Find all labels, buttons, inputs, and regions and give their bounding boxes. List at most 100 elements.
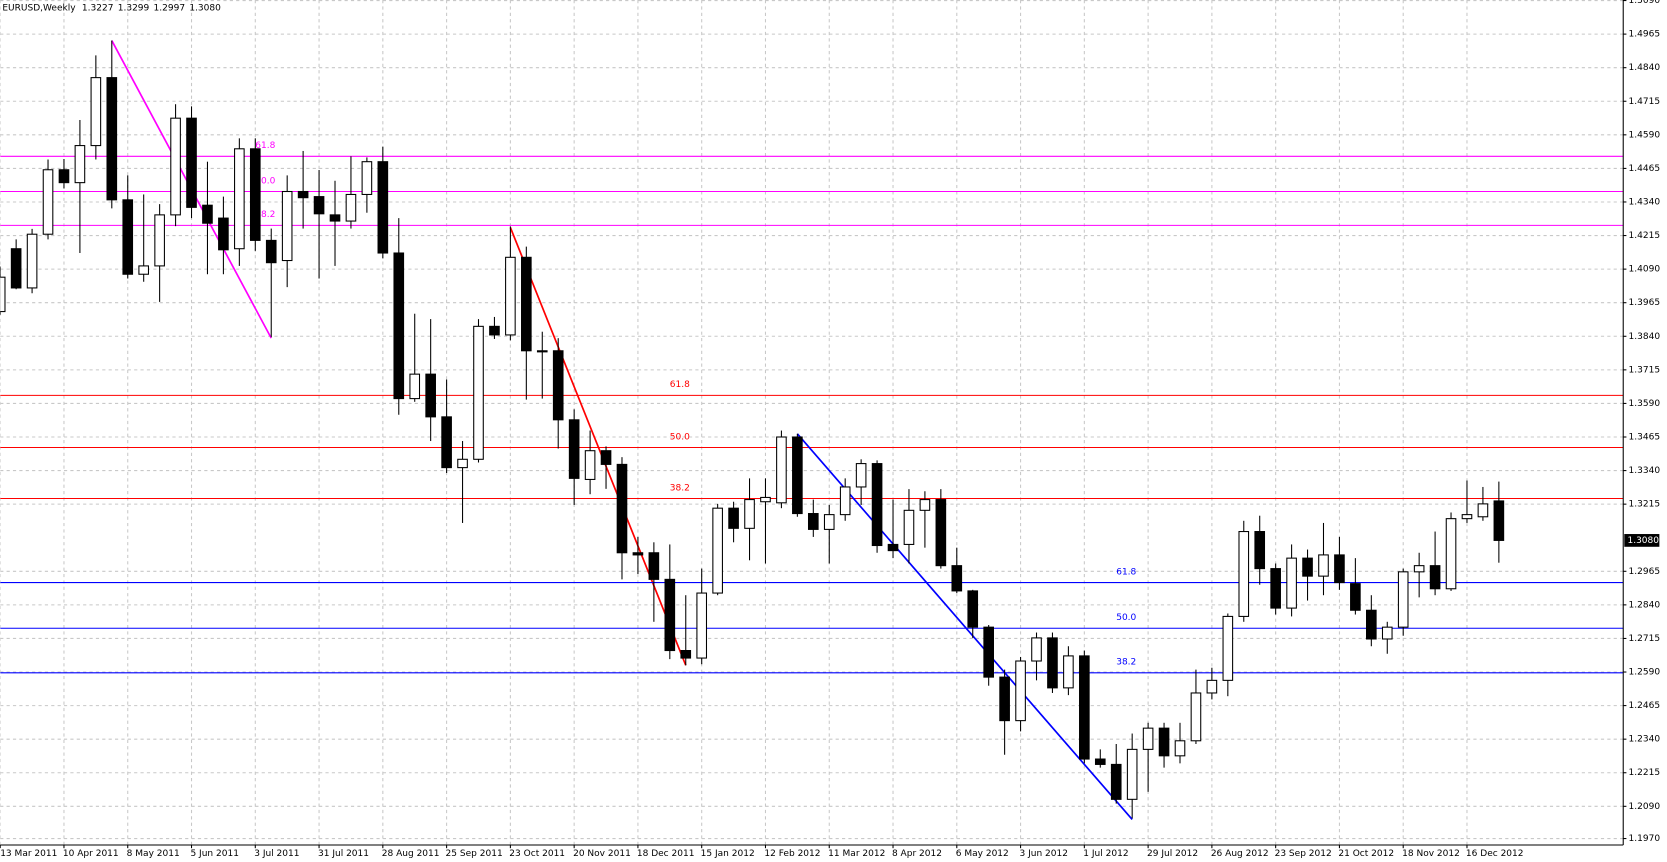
header-low: 1.2997	[154, 3, 186, 13]
fib-label: 38.2	[670, 483, 690, 493]
candle-body	[823, 514, 835, 530]
candle-body	[1158, 727, 1170, 757]
y-tick-label: 1.2215	[1629, 768, 1661, 778]
candle-body	[887, 543, 899, 552]
candle-body	[552, 350, 564, 421]
candle-body	[536, 350, 548, 353]
candle-body	[1015, 660, 1026, 722]
x-tick-label: 3 Jun 2012	[1020, 849, 1068, 859]
candle-body	[871, 463, 883, 547]
x-tick-label: 25 Sep 2011	[446, 849, 503, 859]
candle-body	[1222, 615, 1234, 681]
candle-body	[1174, 740, 1186, 757]
y-tick-label: 1.3965	[1629, 298, 1661, 308]
candle-body	[1366, 609, 1377, 640]
candle-body	[1286, 557, 1297, 609]
candle-body	[521, 256, 532, 352]
candle-body	[329, 214, 341, 222]
y-tick-label: 1.2840	[1629, 600, 1661, 610]
x-tick-label: 21 Oct 2012	[1338, 849, 1394, 859]
y-tick-label: 1.3840	[1629, 332, 1661, 342]
candle-body	[74, 145, 86, 184]
y-tick-label: 1.4840	[1629, 63, 1661, 73]
candle-body	[505, 256, 516, 336]
candle-body	[999, 676, 1010, 722]
candle-body	[1254, 531, 1266, 570]
candle-body	[616, 463, 628, 554]
candle-body	[1334, 554, 1345, 584]
x-tick-label: 12 Feb 2012	[764, 849, 820, 859]
y-tick-label: 1.3340	[1629, 466, 1661, 476]
x-tick-label: 1 Jul 2012	[1083, 849, 1128, 859]
candle-body	[409, 373, 421, 400]
candle-body	[744, 499, 755, 529]
candle-body	[106, 77, 118, 201]
candle-body	[218, 217, 229, 251]
candle-body	[600, 450, 612, 465]
candle-body	[967, 590, 979, 628]
candle-body	[1302, 557, 1313, 577]
candle-body	[568, 419, 580, 479]
candle-body	[1238, 531, 1250, 617]
x-tick-label: 15 Jan 2012	[701, 849, 755, 859]
candle-body	[1126, 748, 1138, 800]
header: EURUSD,Weekly 1.3227 1.3299 1.2997 1.3080	[2, 3, 221, 13]
candle-body	[170, 117, 181, 216]
y-tick-label: 1.3590	[1629, 399, 1661, 409]
header-close: 1.3080	[189, 3, 221, 13]
y-tick-label: 1.3215	[1629, 500, 1661, 510]
x-tick-label: 5 Jun 2011	[190, 849, 239, 859]
x-tick-label: 18 Dec 2011	[637, 849, 695, 859]
candle-body	[26, 233, 38, 289]
fib-label: 61.8	[1116, 567, 1136, 577]
y-tick-label: 1.3715	[1629, 365, 1661, 375]
y-tick-label: 1.2965	[1629, 567, 1661, 577]
candle-body	[1206, 679, 1218, 694]
y-tick-label: 1.2590	[1629, 668, 1661, 678]
candle-body	[951, 565, 963, 592]
candle-body	[1094, 758, 1106, 765]
symbol-title: EURUSD,Weekly	[2, 3, 76, 13]
candle-body	[441, 416, 452, 469]
y-tick-label: 1.4215	[1629, 231, 1661, 241]
y-tick-label: 1.3465	[1629, 433, 1661, 443]
candle-body	[839, 486, 851, 516]
candle-body	[489, 325, 500, 336]
y-tick-label: 1.2340	[1629, 735, 1661, 745]
candle-body	[1493, 500, 1505, 541]
y-tick-label: 1.2715	[1629, 634, 1661, 644]
candle-body	[664, 578, 676, 652]
candle-body	[345, 193, 357, 222]
candle-body	[361, 161, 373, 195]
fib-trend-line	[509, 227, 687, 666]
candle-body	[1142, 727, 1154, 750]
candle-body	[1477, 503, 1489, 518]
candle-body	[1063, 655, 1074, 689]
x-tick-label: 11 Mar 2012	[828, 849, 885, 859]
x-tick-label: 6 May 2012	[956, 849, 1009, 859]
candle-body	[1397, 571, 1409, 628]
candle-body	[1318, 554, 1329, 577]
candle-body	[776, 436, 787, 504]
candle-body	[712, 507, 723, 594]
candle-body	[297, 190, 309, 199]
x-tick-label: 26 Aug 2012	[1211, 849, 1269, 859]
candle-body	[1445, 518, 1457, 590]
grid	[0, 0, 1624, 845]
candle-body	[393, 252, 405, 400]
x-tick-label: 16 Dec 2012	[1466, 849, 1524, 859]
candle-body	[473, 325, 484, 460]
y-tick-label: 1.2090	[1629, 802, 1661, 812]
candle-body	[983, 626, 994, 678]
x-tick-label: 20 Nov 2011	[573, 849, 631, 859]
x-tick-label: 23 Oct 2011	[509, 849, 565, 859]
candle-body	[696, 592, 708, 659]
y-tick-label: 1.4090	[1629, 265, 1661, 275]
candle-body	[855, 463, 867, 488]
y-tick-label: 1.4715	[1629, 97, 1661, 107]
x-tick-label: 29 Jul 2012	[1147, 849, 1198, 859]
